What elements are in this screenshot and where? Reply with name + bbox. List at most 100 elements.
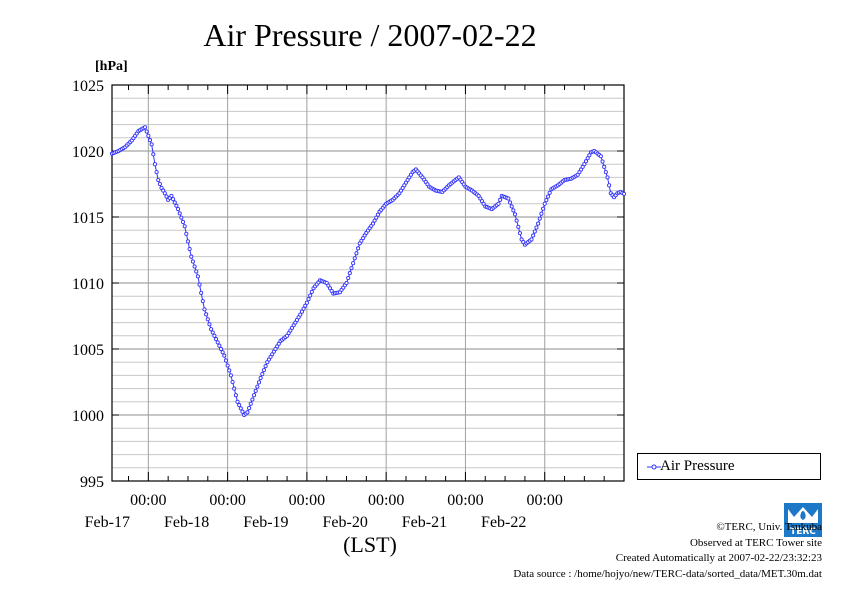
- data-point: [514, 218, 519, 223]
- data-point: [207, 322, 212, 327]
- data-point: [498, 197, 503, 202]
- data-point: [220, 350, 225, 355]
- data-point: [585, 156, 590, 161]
- data-point: [146, 133, 151, 138]
- data-point: [212, 333, 217, 338]
- legend: Air Pressure: [637, 453, 821, 480]
- x-axis-label: (LST): [343, 532, 397, 557]
- data-point: [258, 375, 263, 381]
- data-point: [509, 204, 514, 209]
- data-point: [247, 406, 252, 411]
- data-point: [354, 251, 359, 256]
- data-point: [298, 312, 303, 317]
- data-point: [532, 229, 537, 234]
- data-point: [180, 219, 186, 224]
- data-point: [512, 212, 518, 217]
- y-tick-label: 1010: [72, 276, 104, 293]
- data-point: [261, 368, 266, 373]
- data-point: [356, 246, 361, 251]
- data-point: [149, 142, 154, 147]
- copyright-text: ©TERC, Univ. Tsukuba: [716, 521, 822, 533]
- data-point: [215, 340, 220, 345]
- data-point: [238, 406, 243, 411]
- x-tick-label-time: 00:00: [447, 492, 483, 509]
- data-point: [600, 159, 605, 164]
- data-point: [225, 363, 230, 368]
- chart-title: Air Pressure / 2007-02-22: [203, 17, 536, 53]
- data-point: [516, 224, 521, 229]
- data-point: [189, 254, 194, 259]
- data-point: [214, 337, 219, 342]
- data-point: [304, 300, 309, 305]
- data-point: [179, 215, 184, 220]
- data-point: [263, 364, 268, 369]
- series-line: [111, 126, 625, 416]
- data-point: [372, 218, 377, 223]
- data-point: [250, 397, 255, 402]
- data-point: [172, 200, 177, 205]
- data-point: [539, 211, 544, 216]
- data-point: [517, 231, 522, 236]
- data-point: [169, 193, 174, 198]
- y-tick-label: 1000: [72, 408, 104, 425]
- data-point: [598, 154, 603, 159]
- grid-lines: [112, 85, 624, 481]
- series-air-pressure: [109, 125, 627, 418]
- data-point: [582, 162, 587, 167]
- data-point: [256, 380, 262, 385]
- y-tick-label: 1025: [72, 78, 104, 95]
- data-point: [306, 297, 311, 302]
- data-point: [308, 293, 313, 298]
- data-point: [375, 212, 380, 217]
- y-tick-label: 1005: [72, 342, 104, 359]
- data-point: [233, 393, 238, 398]
- y-axis-label: [hPa]: [95, 59, 128, 74]
- data-point: [605, 175, 610, 180]
- data-point: [602, 164, 607, 169]
- data-point: [204, 312, 209, 317]
- x-tick-label-date: Feb-21: [402, 514, 447, 531]
- data-point: [209, 327, 214, 332]
- data-point: [227, 368, 232, 373]
- data-point: [185, 239, 191, 244]
- data-point: [157, 181, 162, 187]
- y-tick-label: 1020: [72, 144, 104, 161]
- data-point: [200, 299, 205, 304]
- x-tick-label-date: Feb-19: [243, 514, 288, 531]
- data-point: [506, 196, 511, 201]
- data-point: [217, 343, 222, 348]
- data-point: [309, 289, 314, 294]
- data-point: [147, 138, 153, 143]
- data-point: [184, 231, 189, 236]
- data-point: [621, 191, 627, 196]
- data-point: [511, 208, 516, 213]
- legend-swatch-icon: [647, 464, 661, 470]
- data-point: [162, 191, 167, 196]
- data-point: [251, 393, 257, 398]
- data-point: [541, 206, 546, 211]
- x-tick-label-time: 00:00: [130, 492, 166, 509]
- x-tick-label-time: 00:00: [289, 492, 325, 509]
- data-point: [237, 403, 242, 408]
- data-point: [197, 282, 202, 287]
- data-point: [177, 211, 182, 216]
- data-point: [240, 409, 245, 414]
- data-point: [603, 170, 608, 175]
- data-point: [496, 201, 501, 206]
- data-point: [545, 194, 551, 199]
- data-point: [507, 200, 513, 205]
- data-point: [222, 353, 227, 358]
- data-point: [228, 373, 233, 378]
- data-point: [344, 280, 349, 286]
- data-point: [529, 237, 534, 242]
- data-point: [537, 216, 542, 221]
- terc-logo-icon: TERC: [784, 503, 822, 537]
- data-point: [142, 125, 148, 130]
- x-tick-label-date: Feb-20: [323, 514, 368, 531]
- data-point: [199, 290, 204, 295]
- data-point: [205, 317, 210, 322]
- data-point: [260, 372, 265, 377]
- data-point: [194, 269, 199, 274]
- x-tick-label-time: 00:00: [526, 492, 562, 509]
- data-point: [152, 162, 157, 167]
